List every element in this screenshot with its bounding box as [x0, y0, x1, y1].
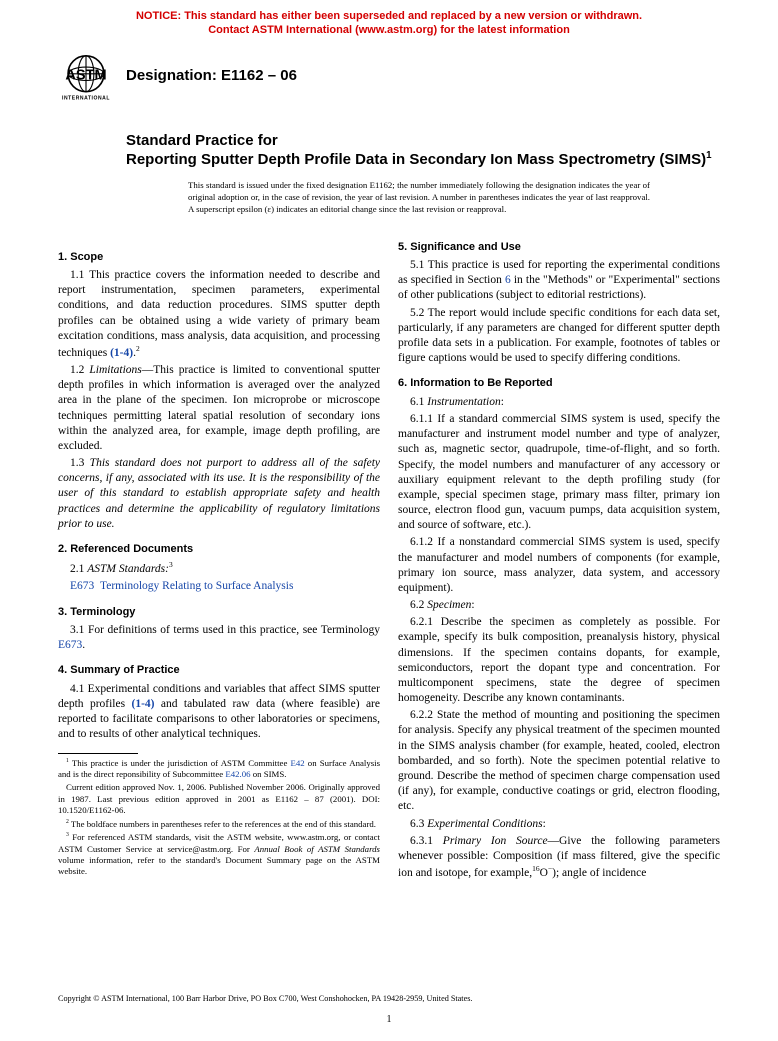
ref-e673[interactable]: E673 Terminology Relating to Surface Ana…	[58, 579, 380, 594]
section-2-head: 2. Referenced Documents	[58, 542, 380, 557]
para-6-1-2: 6.1.2 If a nonstandard commercial SIMS s…	[398, 535, 720, 596]
notice-line-2: Contact ASTM International (www.astm.org…	[208, 24, 570, 36]
link-e42[interactable]: E42	[291, 758, 305, 768]
copyright-line: Copyright © ASTM International, 100 Barr…	[58, 994, 720, 1003]
para-6-2-2: 6.2.2 State the method of mounting and p…	[398, 708, 720, 814]
supersession-notice: NOTICE: This standard has either been su…	[0, 0, 778, 42]
para-1-3: 1.3 This standard does not purport to ad…	[58, 456, 380, 532]
para-6-2: 6.2 Specimen:	[398, 598, 720, 613]
svg-text:ASTM: ASTM	[65, 67, 106, 83]
designation-value: E1162 – 06	[221, 67, 297, 84]
ref-code: E673	[70, 580, 94, 592]
para-6-3: 6.3 Experimental Conditions:	[398, 817, 720, 832]
section-6-head: 6. Information to Be Reported	[398, 376, 720, 391]
section-1-head: 1. Scope	[58, 250, 380, 265]
para-6-2-1: 6.2.1 Describe the specimen as completel…	[398, 615, 720, 706]
title-block: Standard Practice for Reporting Sputter …	[126, 132, 720, 171]
title-main: Reporting Sputter Depth Profile Data in …	[126, 150, 720, 170]
ref-1-4b[interactable]: (1-4)	[131, 698, 154, 710]
header-row: ASTM INTERNATIONAL Designation: E1162 – …	[58, 48, 720, 104]
designation: Designation: E1162 – 06	[126, 67, 297, 84]
footnote-3: 3 For referenced ASTM standards, visit t…	[58, 832, 380, 878]
notice-line-1: NOTICE: This standard has either been su…	[136, 10, 642, 22]
para-6-3-1: 6.3.1 Primary Ion Source—Give the follow…	[398, 834, 720, 881]
title-main-text: Reporting Sputter Depth Profile Data in …	[126, 151, 706, 168]
title-lead: Standard Practice for	[126, 132, 720, 151]
footnote-rule	[58, 753, 138, 754]
para-6-1: 6.1 Instrumentation:	[398, 395, 720, 410]
designation-label: Designation:	[126, 67, 217, 84]
section-3-head: 3. Terminology	[58, 605, 380, 620]
para-4-1: 4.1 Experimental conditions and variable…	[58, 682, 380, 743]
para-2-1: 2.1 ASTM Standards:3	[58, 560, 380, 577]
link-e673[interactable]: E673	[58, 639, 82, 651]
section-4-head: 4. Summary of Practice	[58, 663, 380, 678]
body-columns: 1. Scope 1.1 This practice covers the in…	[58, 240, 720, 886]
link-e4206[interactable]: E42.06	[225, 769, 250, 779]
para-1-2: 1.2 Limitations—This practice is limited…	[58, 363, 380, 454]
footnote-1: 1 This practice is under the jurisdictio…	[58, 758, 380, 781]
footnotes-block: 1 This practice is under the jurisdictio…	[58, 753, 380, 878]
para-3-1: 3.1 For definitions of terms used in thi…	[58, 623, 380, 653]
para-6-1-1: 6.1.1 If a standard commercial SIMS syst…	[398, 412, 720, 533]
page-content: ASTM INTERNATIONAL Designation: E1162 – …	[0, 48, 778, 886]
page-number: 1	[0, 1014, 778, 1025]
svg-text:INTERNATIONAL: INTERNATIONAL	[62, 95, 110, 101]
para-5-1: 5.1 This practice is used for reporting …	[398, 258, 720, 304]
footnote-2: 2 The boldface numbers in parentheses re…	[58, 819, 380, 830]
footnote-1b: Current edition approved Nov. 1, 2006. P…	[58, 782, 380, 816]
section-5-head: 5. Significance and Use	[398, 240, 720, 255]
para-5-2: 5.2 The report would include specific co…	[398, 306, 720, 367]
issuance-note: This standard is issued under the fixed …	[188, 180, 650, 216]
astm-logo: ASTM INTERNATIONAL	[58, 48, 114, 104]
para-1-1: 1.1 This practice covers the information…	[58, 268, 380, 361]
ref-1-4[interactable]: (1-4)	[110, 347, 133, 359]
ref-title: Terminology Relating to Surface Analysis	[100, 580, 293, 592]
title-sup: 1	[706, 150, 711, 161]
